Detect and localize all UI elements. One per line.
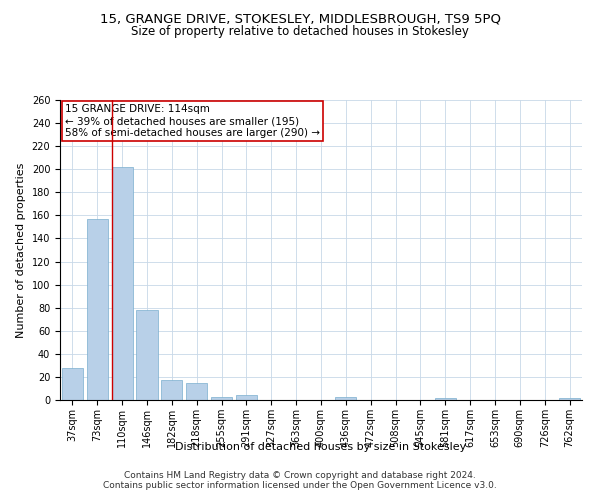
- Bar: [136, 310, 158, 400]
- Bar: [186, 382, 207, 400]
- Text: Distribution of detached houses by size in Stokesley: Distribution of detached houses by size …: [175, 442, 467, 452]
- Bar: [435, 398, 456, 400]
- Text: Size of property relative to detached houses in Stokesley: Size of property relative to detached ho…: [131, 25, 469, 38]
- Bar: [161, 380, 182, 400]
- Bar: [87, 219, 108, 400]
- Bar: [559, 398, 580, 400]
- Y-axis label: Number of detached properties: Number of detached properties: [16, 162, 26, 338]
- Bar: [211, 396, 232, 400]
- Bar: [236, 396, 257, 400]
- Bar: [62, 368, 83, 400]
- Bar: [335, 396, 356, 400]
- Text: 15 GRANGE DRIVE: 114sqm
← 39% of detached houses are smaller (195)
58% of semi-d: 15 GRANGE DRIVE: 114sqm ← 39% of detache…: [65, 104, 320, 138]
- Text: 15, GRANGE DRIVE, STOKESLEY, MIDDLESBROUGH, TS9 5PQ: 15, GRANGE DRIVE, STOKESLEY, MIDDLESBROU…: [100, 12, 500, 26]
- Bar: [112, 167, 133, 400]
- Text: Contains HM Land Registry data © Crown copyright and database right 2024.
Contai: Contains HM Land Registry data © Crown c…: [103, 470, 497, 490]
